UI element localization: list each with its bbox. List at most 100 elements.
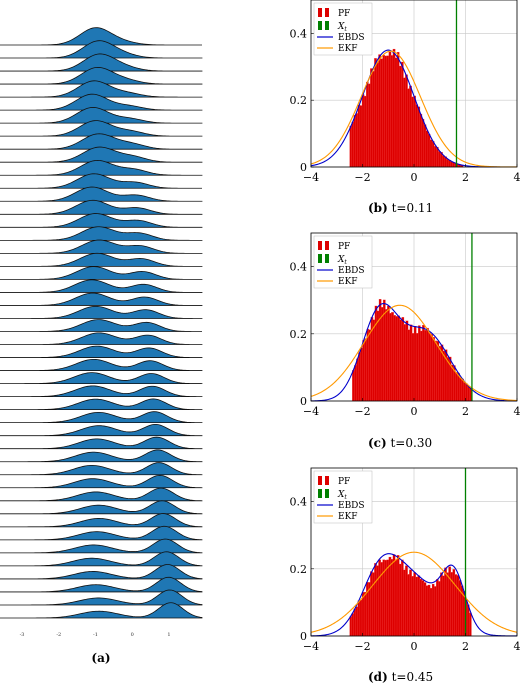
ridge-curve — [0, 449, 203, 463]
ridge-curve — [0, 213, 203, 228]
x-tick-label: 2 — [462, 640, 469, 653]
legend-ebds-label: EBDS — [338, 266, 365, 276]
caption-d-label: (d) — [368, 670, 388, 684]
x-tick-label: −4 — [303, 171, 319, 184]
ekf-curve — [310, 50, 518, 168]
ridge-curve — [0, 411, 203, 424]
caption-c-text: t=0.30 — [387, 436, 432, 450]
ridge-curve — [0, 40, 203, 59]
legend-xt-label: Xt — [337, 255, 347, 266]
legend-xt-swatch — [325, 254, 329, 263]
ridge-curve — [0, 423, 203, 437]
ridge-tick-label: -2 — [56, 632, 61, 638]
ridge-tick-label: 0 — [131, 632, 134, 638]
y-tick-label: 0.2 — [290, 563, 308, 576]
legend-pf-swatch — [318, 241, 322, 250]
legend-box — [313, 235, 373, 289]
y-tick-label: 0.4 — [290, 261, 308, 274]
ridge-curve — [0, 252, 203, 267]
caption-b-label: (b) — [368, 201, 388, 215]
x-tick-label: 0 — [411, 640, 418, 653]
ridge-tick-label: 1 — [167, 632, 170, 638]
ridge-curve — [0, 436, 203, 450]
ridge-curve — [0, 146, 203, 163]
caption-b-text: t=0.11 — [388, 201, 433, 215]
y-tick-label: 0.2 — [290, 94, 308, 107]
y-tick-label: 0 — [300, 395, 307, 408]
ridge-curve — [0, 538, 203, 554]
ridge-curve — [0, 319, 202, 332]
legend-xt-subscript: t — [344, 494, 347, 501]
ridge-curve — [0, 53, 203, 72]
x-tick-label: 4 — [514, 640, 521, 653]
legend-xt-swatch — [318, 254, 322, 263]
ekf-curve — [310, 304, 518, 402]
ridge-curve — [0, 160, 203, 176]
ridge-curve — [0, 589, 203, 606]
ridge-curve — [0, 564, 203, 580]
x-tick-label: 2 — [462, 405, 469, 418]
caption-b: (b) t=0.11 — [368, 201, 433, 215]
ridge-curve — [0, 292, 203, 306]
legend-ekf-label: EKF — [338, 277, 358, 287]
ridge-curve — [0, 602, 203, 619]
ridge-curve — [0, 500, 203, 515]
y-tick-label: 0 — [300, 630, 307, 643]
caption-a: (a) — [91, 651, 110, 665]
legend-pf-swatch — [325, 241, 329, 250]
y-tick-label: 0.4 — [290, 496, 308, 509]
ridge-curve — [0, 372, 203, 384]
legend-xt-swatch — [325, 21, 329, 30]
legend-box — [313, 470, 373, 524]
legend-pf-swatch — [325, 8, 329, 17]
legend-ekf-label: EKF — [338, 512, 358, 522]
ridge-curve — [0, 305, 203, 319]
ridge-curve — [0, 93, 203, 111]
pf-histogram-bar — [468, 612, 472, 637]
y-tick-label: 0.4 — [290, 27, 308, 40]
ridge-curve — [0, 107, 203, 124]
x-tick-label: −2 — [354, 171, 370, 184]
ridge-curve — [0, 345, 203, 358]
legend-pf-label: PF — [338, 477, 350, 487]
ridge-curve — [0, 474, 203, 489]
legend-ekf-label: EKF — [338, 44, 358, 54]
legend-xt-swatch — [318, 489, 322, 498]
ridge-curve — [0, 513, 203, 528]
legend-xt-swatch — [318, 21, 322, 30]
ridge-curve — [0, 462, 203, 476]
ridge-curve — [0, 80, 203, 98]
legend-pf-label: PF — [338, 9, 350, 19]
legend-box — [313, 2, 373, 56]
ridge-curve — [0, 186, 203, 202]
ridge-curve — [0, 120, 203, 137]
ridge-curve — [0, 398, 203, 411]
x-tick-label: 4 — [514, 405, 521, 418]
x-tick-label: 4 — [514, 171, 521, 184]
y-tick-label: 0 — [300, 161, 307, 174]
x-tick-label: −4 — [303, 405, 319, 418]
legend-xt-label: Xt — [337, 490, 347, 501]
ebds-curve — [310, 303, 518, 402]
caption-d-text: t=0.45 — [388, 670, 433, 684]
ridgeline-x-ticks: -3 -2 -1 0 1 — [20, 632, 171, 638]
ridge-curve — [0, 66, 203, 85]
ridge-curve — [0, 173, 202, 189]
legend-xt-label: Xt — [337, 22, 347, 33]
ekf-curve — [310, 551, 518, 633]
ridge-curve — [0, 279, 203, 293]
legend-xt-subscript: t — [344, 259, 347, 266]
ebds-curve — [310, 553, 517, 637]
caption-c: (c) t=0.30 — [368, 436, 432, 450]
caption-c-label: (c) — [368, 436, 387, 450]
legend-xt-subscript: t — [344, 26, 347, 33]
legend-pf-label: PF — [338, 242, 350, 252]
ridge-tick-label: -3 — [20, 632, 25, 638]
legend-ebds-label: EBDS — [338, 33, 365, 43]
ridge-curve — [0, 487, 203, 502]
legend-ebds-label: EBDS — [338, 501, 365, 511]
x-tick-label: −4 — [303, 640, 319, 653]
